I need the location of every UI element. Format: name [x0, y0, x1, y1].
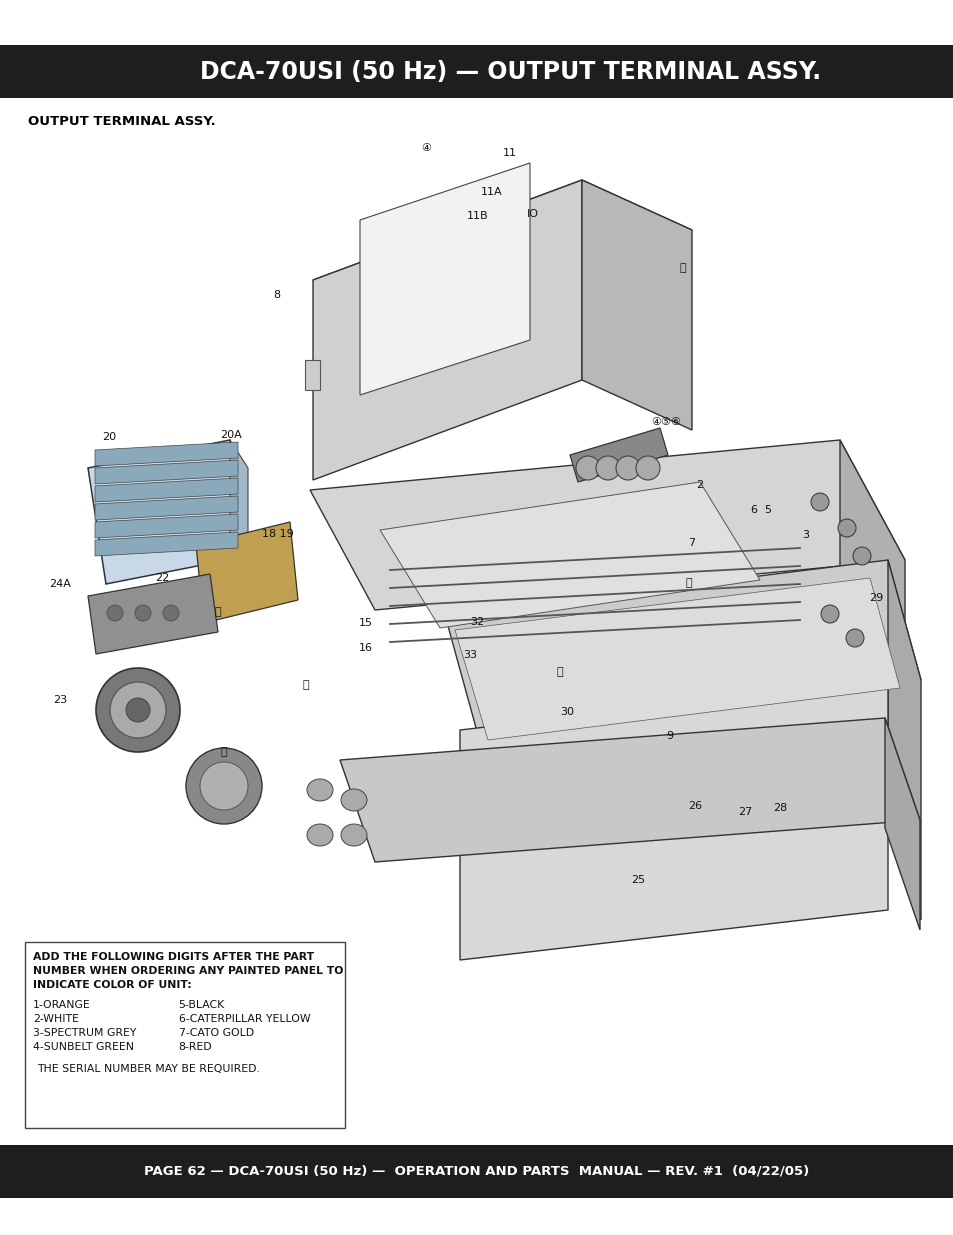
Circle shape [110, 682, 166, 739]
Circle shape [636, 456, 659, 480]
Circle shape [96, 668, 180, 752]
Ellipse shape [307, 779, 333, 802]
Text: THE SERIAL NUMBER MAY BE REQUIRED.: THE SERIAL NUMBER MAY BE REQUIRED. [37, 1065, 259, 1074]
Polygon shape [313, 180, 581, 480]
Circle shape [200, 762, 248, 810]
Polygon shape [310, 440, 904, 610]
Bar [0, 44, 953, 98]
Text: IO: IO [526, 209, 538, 219]
Polygon shape [88, 574, 218, 655]
Text: 7: 7 [688, 538, 695, 548]
Polygon shape [884, 718, 919, 930]
Circle shape [107, 605, 123, 621]
Text: 30: 30 [559, 706, 574, 718]
Text: ㉛: ㉛ [557, 667, 562, 677]
Polygon shape [444, 559, 920, 735]
Text: OUTPUT TERMINAL ASSY.: OUTPUT TERMINAL ASSY. [28, 115, 215, 128]
Polygon shape [95, 459, 237, 484]
Text: 29: 29 [868, 593, 882, 603]
Text: 6-CATERPILLAR YELLOW: 6-CATERPILLAR YELLOW [178, 1014, 310, 1024]
Text: 6  5: 6 5 [751, 505, 772, 515]
Text: 1-ORANGE: 1-ORANGE [33, 1000, 91, 1010]
Text: 3: 3 [801, 530, 809, 540]
Circle shape [126, 698, 150, 722]
Polygon shape [195, 522, 297, 622]
Circle shape [135, 605, 151, 621]
Text: 27: 27 [737, 806, 751, 818]
Polygon shape [359, 163, 530, 395]
Text: 28: 28 [772, 803, 786, 813]
Text: ㉑: ㉑ [302, 680, 309, 690]
Text: DCA-70USI (50 Hz) — OUTPUT TERMINAL ASSY.: DCA-70USI (50 Hz) — OUTPUT TERMINAL ASSY… [199, 59, 821, 84]
Polygon shape [88, 440, 248, 584]
Text: 22: 22 [154, 573, 169, 583]
Circle shape [596, 456, 619, 480]
Text: ⑳: ⑳ [214, 606, 221, 618]
Polygon shape [379, 482, 760, 629]
Text: 5-BLACK: 5-BLACK [178, 1000, 225, 1010]
Text: ㉔: ㉔ [220, 747, 227, 757]
Polygon shape [230, 440, 248, 572]
Polygon shape [840, 440, 904, 700]
Text: ⑬: ⑬ [679, 263, 685, 273]
Text: 16: 16 [358, 643, 373, 653]
Polygon shape [95, 478, 237, 501]
Bar [25, 942, 345, 1128]
Text: 11B: 11B [467, 211, 488, 221]
Polygon shape [569, 429, 667, 482]
Ellipse shape [340, 824, 367, 846]
Polygon shape [581, 180, 691, 430]
Text: 4-SUNBELT GREEN: 4-SUNBELT GREEN [33, 1042, 133, 1052]
Text: 23: 23 [52, 695, 67, 705]
Polygon shape [305, 359, 319, 390]
Polygon shape [95, 442, 237, 466]
Text: NUMBER WHEN ORDERING ANY PAINTED PANEL TO: NUMBER WHEN ORDERING ANY PAINTED PANEL T… [33, 966, 343, 976]
Polygon shape [455, 578, 899, 740]
Text: 25: 25 [630, 876, 644, 885]
Bar [0, 1145, 953, 1198]
Ellipse shape [340, 789, 367, 811]
Text: 18 19: 18 19 [262, 529, 294, 538]
Text: 3-SPECTRUM GREY: 3-SPECTRUM GREY [33, 1028, 136, 1037]
Polygon shape [339, 718, 919, 862]
Polygon shape [313, 180, 691, 330]
Circle shape [163, 605, 179, 621]
Text: 11: 11 [502, 148, 517, 158]
Text: 8: 8 [274, 290, 280, 300]
Circle shape [821, 605, 838, 622]
Polygon shape [95, 514, 237, 538]
Text: PAGE 62 — DCA-70USI (50 Hz) —  OPERATION AND PARTS  MANUAL — REV. #1  (04/22/05): PAGE 62 — DCA-70USI (50 Hz) — OPERATION … [144, 1165, 809, 1178]
Text: 33: 33 [462, 650, 476, 659]
Text: 26: 26 [687, 802, 701, 811]
Text: 9: 9 [666, 731, 673, 741]
Text: 15: 15 [358, 618, 373, 629]
Text: 24A: 24A [49, 579, 71, 589]
Polygon shape [887, 559, 920, 920]
Text: ④⑤⑥: ④⑤⑥ [650, 417, 680, 427]
Text: INDICATE COLOR OF UNIT:: INDICATE COLOR OF UNIT: [33, 981, 192, 990]
Polygon shape [459, 680, 887, 960]
Ellipse shape [307, 824, 333, 846]
Circle shape [845, 629, 863, 647]
Text: 32: 32 [470, 618, 483, 627]
Polygon shape [95, 532, 237, 556]
Text: 2: 2 [696, 480, 702, 490]
Text: 20A: 20A [220, 430, 242, 440]
Circle shape [616, 456, 639, 480]
Text: 7-CATO GOLD: 7-CATO GOLD [178, 1028, 253, 1037]
Circle shape [186, 748, 262, 824]
Text: 8-RED: 8-RED [178, 1042, 212, 1052]
Text: ④: ④ [420, 143, 431, 153]
Circle shape [576, 456, 599, 480]
Text: ADD THE FOLLOWING DIGITS AFTER THE PART: ADD THE FOLLOWING DIGITS AFTER THE PART [33, 952, 314, 962]
Circle shape [810, 493, 828, 511]
Circle shape [852, 547, 870, 564]
Text: 20: 20 [102, 432, 116, 442]
Circle shape [837, 519, 855, 537]
Text: ⑰: ⑰ [685, 578, 692, 588]
Polygon shape [95, 496, 237, 520]
Text: 2-WHITE: 2-WHITE [33, 1014, 79, 1024]
Text: 11A: 11A [480, 186, 502, 198]
